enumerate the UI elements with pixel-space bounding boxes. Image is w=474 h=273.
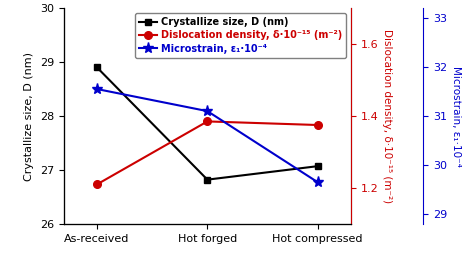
Y-axis label: Dislocation density, δ·10⁻¹⁵ (m⁻²): Dislocation density, δ·10⁻¹⁵ (m⁻²) — [382, 29, 392, 203]
Y-axis label: Microstrain, ε₁·10⁻⁴: Microstrain, ε₁·10⁻⁴ — [451, 66, 461, 167]
Legend: Crystallize size, D (nm), Dislocation density, δ·10⁻¹⁵ (m⁻²), Microstrain, ε₁·10: Crystallize size, D (nm), Dislocation de… — [136, 13, 346, 58]
Y-axis label: Crystallize size, D (nm): Crystallize size, D (nm) — [25, 52, 35, 180]
